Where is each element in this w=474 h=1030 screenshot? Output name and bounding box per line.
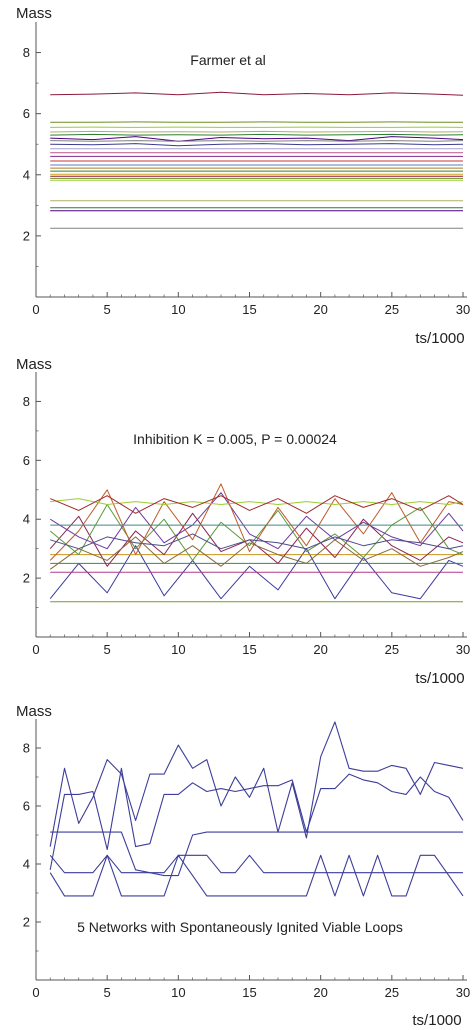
y-tick-label: 8 bbox=[23, 45, 30, 60]
series-line bbox=[49, 545, 464, 600]
y-tick-label: 2 bbox=[23, 571, 30, 586]
x-tick-label: 0 bbox=[32, 642, 39, 657]
y-axis-title: Mass bbox=[16, 356, 52, 373]
x-axis-title: ts/1000 bbox=[415, 670, 464, 687]
series-line bbox=[50, 831, 463, 877]
x-tick-label: 25 bbox=[385, 642, 399, 657]
series-line bbox=[50, 143, 464, 147]
series-line bbox=[49, 536, 464, 570]
axes: 0 5 10 15 20 25 30 2 4 6 8 bbox=[23, 372, 470, 657]
x-tick-label: 5 bbox=[104, 985, 111, 1000]
x-tick-label: 10 bbox=[171, 642, 185, 657]
x-tick-label: 15 bbox=[242, 302, 256, 317]
x-axis-title: ts/1000 bbox=[415, 330, 464, 347]
x-tick-label: 20 bbox=[313, 642, 327, 657]
y-axis-title: Mass bbox=[16, 703, 52, 720]
x-tick-label: 30 bbox=[456, 985, 470, 1000]
panel-farmer-et-al: Mass Farmer et al ts/1000 0 5 10 15 20 25 30 2 4… bbox=[16, 5, 470, 347]
x-tick-label: 0 bbox=[32, 985, 39, 1000]
x-tick-label: 20 bbox=[313, 302, 327, 317]
chart-title: Farmer et al bbox=[190, 52, 265, 68]
x-tick-label: 25 bbox=[385, 302, 399, 317]
series-line bbox=[49, 767, 464, 870]
x-tick-label: 5 bbox=[104, 302, 111, 317]
series-line bbox=[50, 91, 464, 96]
y-tick-label: 2 bbox=[23, 915, 30, 930]
y-tick-label: 4 bbox=[23, 857, 30, 872]
series-line bbox=[50, 495, 464, 514]
chart-title: Inhibition K = 0.005, P = 0.00024 bbox=[133, 431, 337, 447]
y-tick-label: 4 bbox=[23, 167, 30, 182]
series-line bbox=[49, 721, 464, 847]
series-line bbox=[49, 854, 463, 874]
chart-title: 5 Networks with Spontaneously Ignited Vi… bbox=[77, 919, 403, 935]
x-tick-label: 30 bbox=[456, 642, 470, 657]
y-tick-label: 6 bbox=[23, 799, 30, 814]
axes: 0 5 10 15 20 25 30 2 4 6 8 bbox=[23, 22, 470, 317]
y-tick-label: 2 bbox=[23, 228, 30, 243]
x-tick-label: 0 bbox=[32, 302, 39, 317]
y-axis-title: Mass bbox=[16, 5, 52, 22]
series-layer bbox=[49, 721, 464, 897]
series-line bbox=[50, 136, 464, 142]
series-line bbox=[50, 130, 464, 133]
series-line bbox=[50, 140, 464, 142]
series-line bbox=[49, 854, 464, 897]
x-tick-label: 20 bbox=[313, 985, 327, 1000]
y-tick-label: 8 bbox=[23, 741, 30, 756]
x-tick-label: 5 bbox=[104, 642, 111, 657]
series-line bbox=[49, 504, 464, 561]
y-tick-label: 4 bbox=[23, 512, 30, 527]
series-line bbox=[49, 483, 464, 561]
series-line bbox=[50, 533, 464, 550]
y-tick-label: 6 bbox=[23, 453, 30, 468]
series-layer bbox=[50, 91, 464, 229]
series-layer bbox=[49, 483, 464, 603]
y-tick-label: 6 bbox=[23, 106, 30, 121]
panel-inhibition: Mass Inhibition K = 0.005, P = 0.00024 t… bbox=[16, 356, 470, 687]
axes: 0 5 10 15 20 25 30 2 4 6 8 bbox=[23, 719, 470, 1000]
x-tick-label: 30 bbox=[456, 302, 470, 317]
y-tick-label: 8 bbox=[23, 394, 30, 409]
series-line bbox=[50, 498, 464, 505]
x-tick-label: 15 bbox=[242, 985, 256, 1000]
series-line bbox=[50, 133, 464, 136]
x-tick-label: 25 bbox=[385, 985, 399, 1000]
x-tick-label: 15 bbox=[242, 642, 256, 657]
x-axis-title: ts/1000 bbox=[412, 1012, 461, 1029]
panel-spontaneous-loops: Mass 5 Networks with Spontaneously Ignit… bbox=[16, 703, 470, 1029]
x-tick-label: 10 bbox=[171, 985, 185, 1000]
x-tick-label: 10 bbox=[171, 302, 185, 317]
